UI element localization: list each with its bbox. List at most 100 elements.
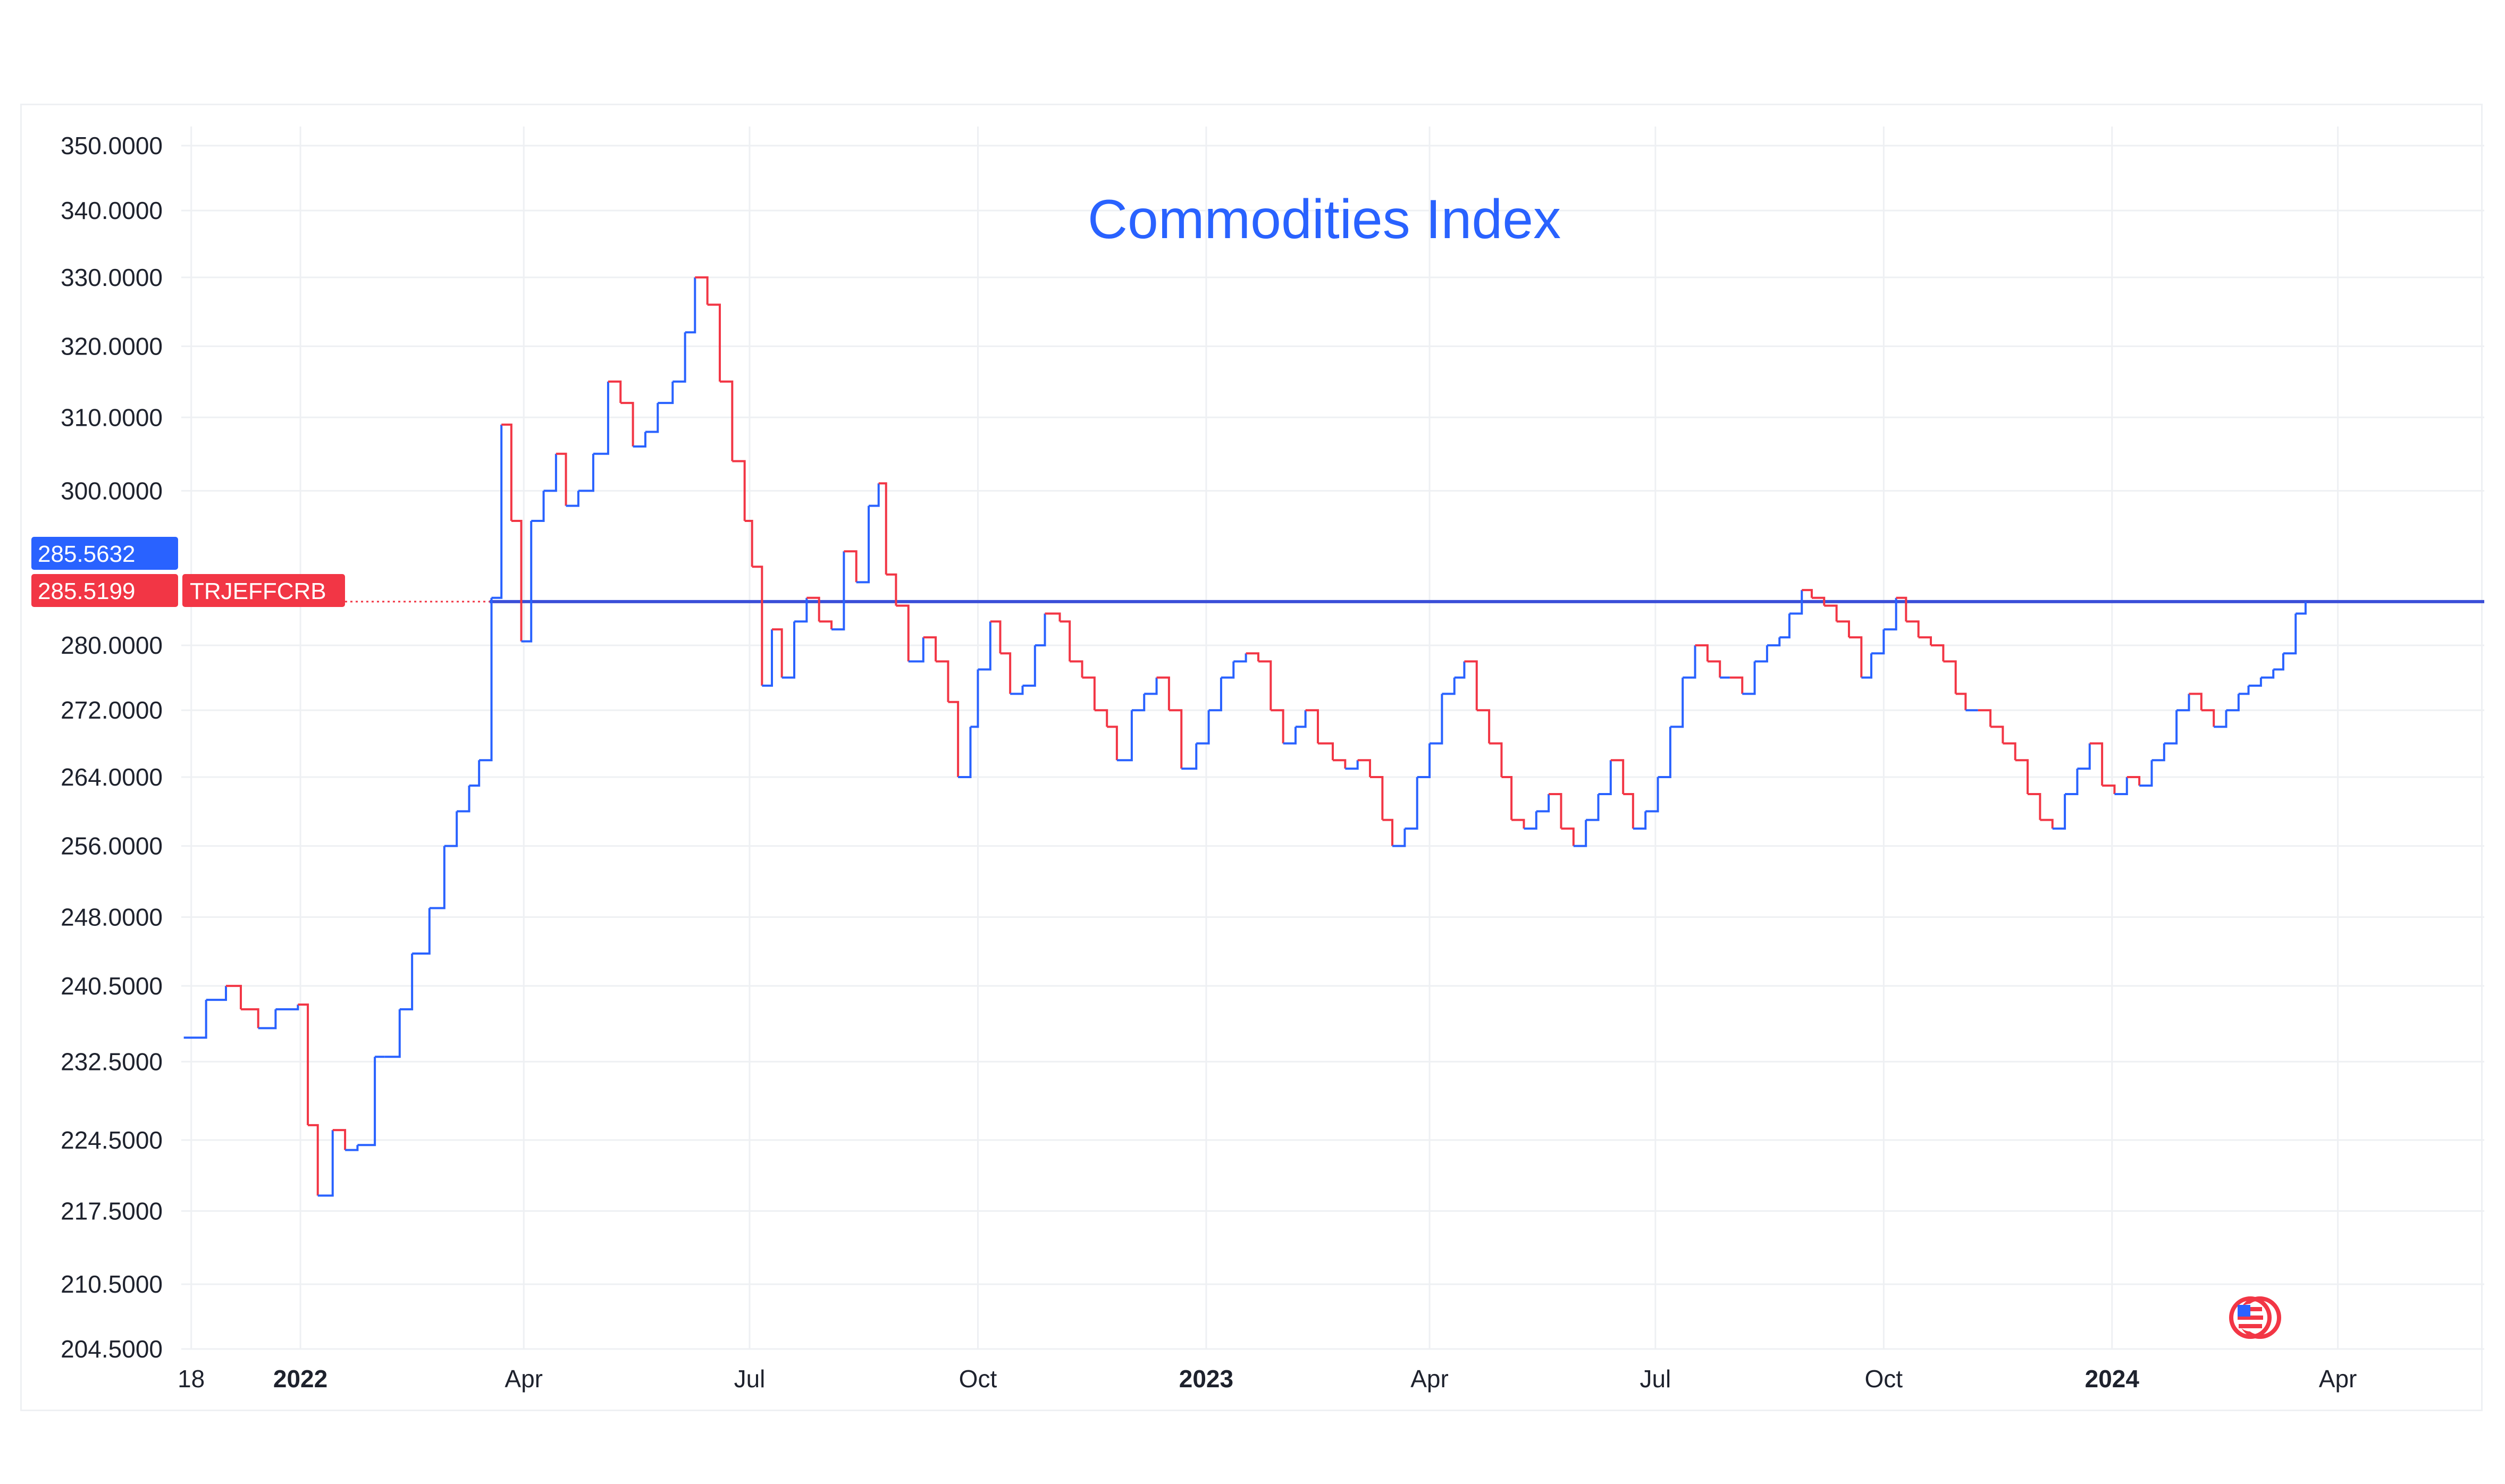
series-segment: [732, 460, 746, 521]
series-segment: [2139, 760, 2153, 787]
series-segment: [345, 1145, 359, 1151]
series-segment: [593, 381, 609, 455]
series-segment: [521, 520, 533, 643]
series-segment: [332, 1129, 347, 1150]
series-segment: [1345, 760, 1359, 770]
series-segment: [2102, 785, 2116, 795]
series-segment: [1045, 612, 1061, 622]
series-segment: [1707, 660, 1721, 678]
series-segment: [308, 1124, 319, 1196]
series-segment: [2077, 743, 2091, 770]
series-segment: [2028, 793, 2041, 820]
series-segment: [878, 482, 887, 575]
series-segment: [685, 277, 696, 334]
series-segment: [978, 621, 991, 671]
x-tick-label: Oct: [959, 1365, 997, 1393]
series-segment: [1283, 727, 1297, 745]
series-segment: [258, 1009, 277, 1030]
series-segment: [1658, 727, 1671, 779]
series-segment: [1094, 709, 1108, 727]
series-segment: [2273, 653, 2284, 671]
series-segment: [831, 551, 845, 631]
y-tick-label: 204.5000: [61, 1335, 163, 1363]
series-segment: [1955, 693, 1967, 711]
series-segment: [578, 453, 594, 492]
series-segment: [1623, 793, 1634, 829]
series-segment: [1871, 629, 1885, 655]
series-segment: [1802, 589, 1813, 598]
series-segment: [1116, 710, 1133, 762]
series-segment: [1884, 597, 1897, 631]
symbol-badge: TRJEFFCRB: [182, 574, 345, 607]
series-segment: [1333, 759, 1347, 769]
series-segment: [206, 985, 228, 1001]
series-segment: [1586, 794, 1600, 821]
x-tick-label: 2024: [2085, 1365, 2140, 1393]
y-tick-label: 350.0000: [61, 132, 163, 159]
y-tick-label: 217.5000: [61, 1197, 163, 1225]
series-segment: [1918, 636, 1932, 646]
series-segment: [620, 402, 634, 446]
series-segment: [794, 597, 808, 623]
series-segment: [1645, 777, 1659, 813]
series-segment: [2151, 743, 2165, 762]
series-segment: [357, 1057, 376, 1146]
series-segment: [896, 604, 910, 662]
series-segment: [1295, 710, 1307, 728]
series-segment: [444, 811, 458, 847]
series-segment: [958, 727, 972, 779]
series-segment: [1454, 661, 1466, 679]
series-segment: [762, 629, 774, 687]
series-segment: [856, 505, 870, 584]
series-segment: [2126, 776, 2141, 786]
y-tick-label: 256.0000: [61, 832, 163, 860]
series-segment: [2015, 759, 2029, 795]
y-tick-label: 264.0000: [61, 763, 163, 791]
series-segment: [608, 380, 622, 403]
series-segment: [457, 786, 470, 813]
series-segment: [1317, 742, 1334, 761]
series-segment: [1060, 620, 1071, 662]
series-segment: [1683, 645, 1696, 679]
series-segment: [719, 380, 734, 461]
close-value-label: 285.5199: [38, 578, 136, 604]
series-segment: [781, 621, 796, 679]
series-segment: [2248, 677, 2262, 687]
series-segment: [752, 566, 763, 686]
y-tick-label: 340.0000: [61, 197, 163, 224]
y-tick-label: 232.5000: [61, 1048, 163, 1075]
series-segment: [673, 332, 686, 383]
series-segment: [501, 423, 512, 521]
series-segment: [1156, 676, 1170, 711]
symbol-label: TRJEFFCRB: [190, 578, 326, 604]
series-segment: [1208, 677, 1222, 712]
series-segment: [1131, 694, 1146, 712]
series-segment: [1561, 827, 1575, 846]
series-segment: [2040, 819, 2054, 829]
series-segment: [1742, 661, 1756, 695]
series-segment: [1824, 604, 1838, 622]
series-segment: [543, 453, 557, 492]
last-value-badge: 285.5632: [31, 537, 178, 570]
series-layer: [183, 276, 2307, 1197]
series-segment: [1144, 677, 1158, 695]
price-badges: 285.5632 285.5199 TRJEFFCRB: [31, 537, 345, 607]
series-segment: [2226, 694, 2240, 712]
series-segment: [1392, 828, 1406, 847]
series-segment: [2065, 769, 2079, 796]
series-segment: [1524, 811, 1537, 830]
series-segment: [556, 452, 567, 506]
series-segment: [226, 984, 242, 1009]
series-segment: [317, 1130, 334, 1197]
series-segment: [869, 483, 880, 507]
series-segment: [1633, 811, 1647, 830]
series-segment: [1848, 636, 1863, 678]
series-segment: [1779, 613, 1791, 639]
series-segment: [948, 701, 960, 778]
series-segment: [1181, 743, 1198, 770]
series-segment: [491, 424, 503, 599]
chart-title: Commodities Index: [1088, 189, 1561, 250]
series-segment: [886, 573, 897, 606]
series-segment: [2283, 613, 2297, 655]
series-segment: [1489, 742, 1503, 778]
